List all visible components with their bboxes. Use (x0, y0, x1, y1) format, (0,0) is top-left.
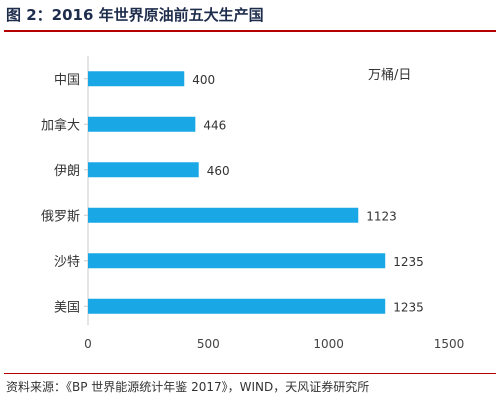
data-label: 1235 (393, 300, 424, 314)
category-label: 俄罗斯 (41, 209, 80, 224)
data-label: 1235 (393, 255, 424, 269)
data-label: 460 (207, 164, 230, 178)
figure-title: 图 2：2016 年世界原油前五大生产国 (6, 6, 264, 24)
bar (88, 298, 386, 314)
bar (88, 253, 386, 269)
data-label: 400 (192, 73, 215, 87)
x-tick-label: 0 (84, 337, 92, 351)
x-tick-label: 1000 (313, 337, 344, 351)
data-label: 1123 (366, 209, 397, 223)
title-rule (4, 30, 496, 32)
bar (88, 71, 185, 87)
bar (88, 207, 359, 223)
bar (88, 162, 199, 178)
unit-label: 万桶/日 (368, 68, 412, 83)
x-tick-label: 500 (197, 337, 220, 351)
source-note: 资料来源：《BP 世界能源统计年鉴 2017》，WIND，天风证券研究所 (6, 380, 370, 394)
source-rule (4, 373, 496, 374)
data-label: 446 (203, 118, 226, 132)
category-label: 沙特 (54, 255, 80, 270)
category-label: 中国 (54, 73, 80, 88)
category-label: 加拿大 (41, 117, 80, 133)
bar (88, 116, 196, 132)
x-tick-label: 1500 (434, 337, 465, 351)
category-label: 伊朗 (54, 164, 80, 179)
category-label: 美国 (54, 300, 80, 315)
